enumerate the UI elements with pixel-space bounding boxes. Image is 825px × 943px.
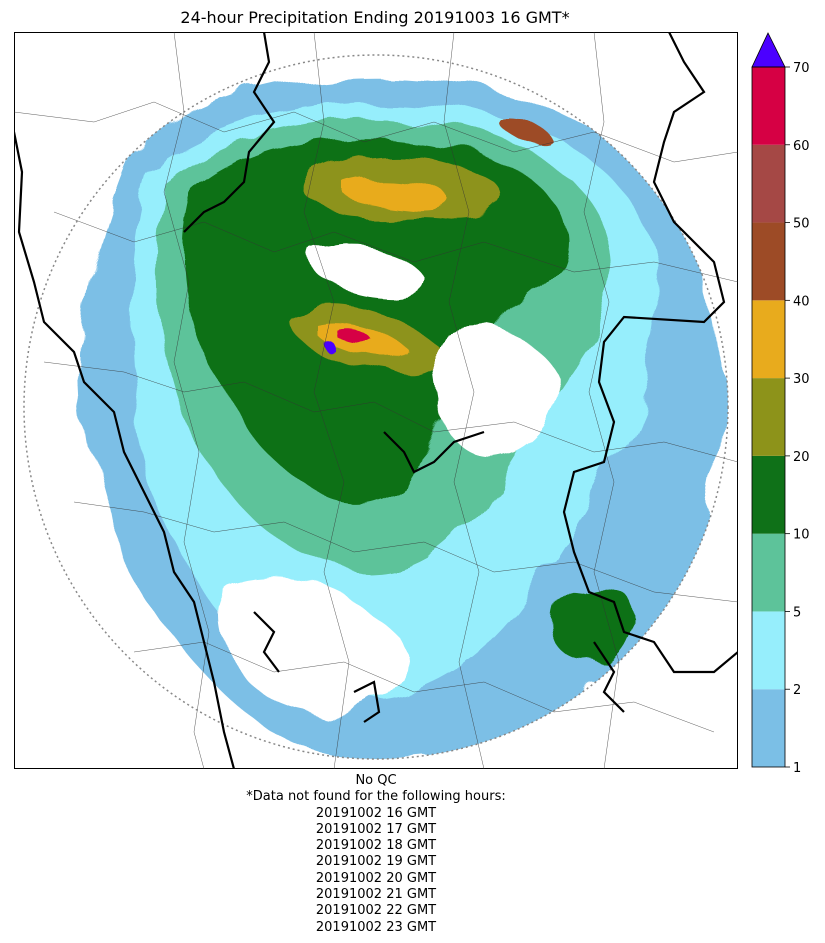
- colorbar-tick-label: 5: [793, 605, 801, 620]
- colorbar: 1 2 5 10 20 30 40 50 60 70: [751, 32, 810, 775]
- coastline-west: [14, 131, 236, 769]
- colorbar-frame: [751, 66, 786, 768]
- border-inner: [383, 430, 485, 474]
- colorbar-swatch: [752, 144, 785, 223]
- precip-band-10-20-east: [558, 584, 636, 670]
- dry-area-east: [434, 326, 556, 458]
- border-island: [253, 611, 280, 673]
- colorbar-tick-label: 2: [793, 683, 801, 698]
- colorbar-extend-arrow: [751, 32, 786, 68]
- notes-block: No QC *Data not found for the following …: [14, 773, 738, 936]
- colorbar-swatch: [752, 455, 785, 534]
- colorbar-swatch: [752, 611, 785, 690]
- colorbar-swatch: [752, 378, 785, 456]
- dry-area-center: [311, 245, 425, 298]
- border-south: [353, 680, 381, 723]
- colorbar-tick-label: 20: [793, 450, 810, 465]
- border-north: [183, 32, 276, 233]
- colorbar-tick-label: 10: [793, 528, 810, 543]
- radar-range-ring: [23, 54, 729, 760]
- colorbar-tick-label: 40: [793, 294, 810, 309]
- dry-area-south: [222, 584, 402, 714]
- precip-band-over-70: [323, 342, 338, 353]
- missing-hour: 20191002 19 GMT: [315, 854, 437, 870]
- colorbar-tick-label: 1: [793, 761, 801, 775]
- map-title: 24-hour Precipitation Ending 20191003 16…: [180, 8, 570, 27]
- missing-hour: 20191002 23 GMT: [315, 919, 437, 935]
- precip-band-60-70: [339, 330, 374, 346]
- colorbar-tick-label: 70: [793, 61, 810, 76]
- admin-boundaries: [14, 32, 738, 769]
- precip-band-30-40: [344, 176, 447, 208]
- missing-hour: 20191002 21 GMT: [315, 887, 437, 903]
- colorbar-tick-label: 30: [793, 372, 810, 387]
- missing-hour: 20191002 16 GMT: [315, 805, 437, 821]
- colorbar-swatch: [752, 300, 785, 379]
- missing-hour: 20191002 17 GMT: [315, 821, 437, 837]
- national-borders: [14, 32, 738, 769]
- missing-hour: 20191002 18 GMT: [315, 838, 437, 854]
- colorbar-swatch: [752, 689, 785, 767]
- colorbar-swatch: [752, 222, 785, 301]
- colorbar-tick-label: 60: [793, 139, 810, 154]
- qc-note: No QC: [355, 773, 397, 788]
- border-southeast: [593, 641, 625, 713]
- missing-hour: 20191002 22 GMT: [315, 903, 437, 919]
- precip-band-40-50: [502, 121, 564, 156]
- border-east: [562, 32, 738, 674]
- colorbar-swatch: [752, 67, 785, 145]
- missing-header: *Data not found for the following hours:: [246, 789, 506, 805]
- precipitation-field: [84, 73, 724, 759]
- colorbar-tick-label: 50: [793, 217, 810, 232]
- missing-hour: 20191002 20 GMT: [315, 870, 437, 886]
- precipitation-map: [14, 32, 738, 769]
- colorbar-swatch: [752, 533, 785, 612]
